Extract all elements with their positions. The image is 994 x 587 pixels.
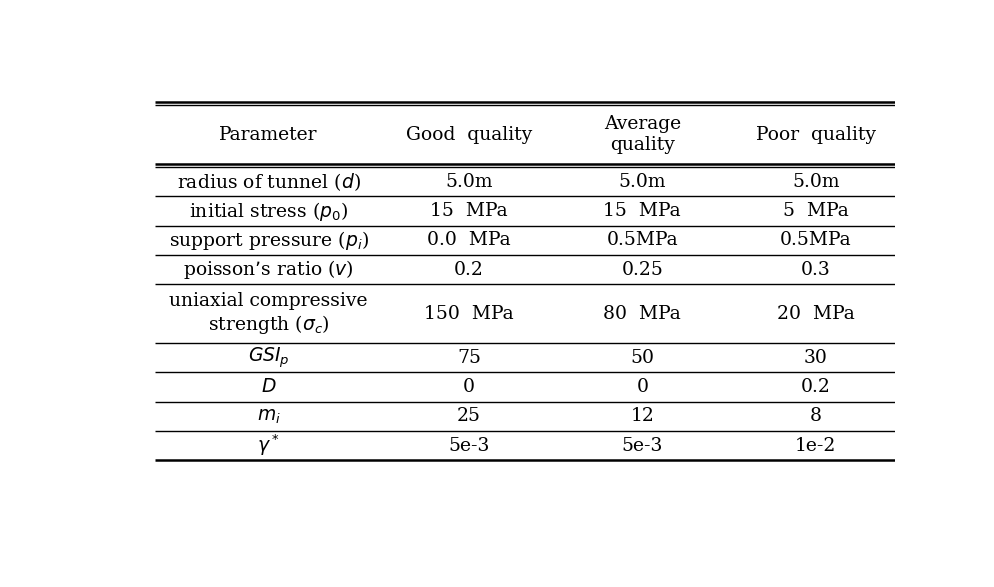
- Text: Parameter: Parameter: [220, 126, 318, 144]
- Text: $m_i$: $m_i$: [256, 407, 280, 426]
- Text: 15  MPa: 15 MPa: [430, 202, 508, 220]
- Text: 0.5MPa: 0.5MPa: [780, 231, 852, 249]
- Text: poisson’s ratio ($v$): poisson’s ratio ($v$): [183, 258, 354, 281]
- Text: 5  MPa: 5 MPa: [782, 202, 849, 220]
- Text: 25: 25: [457, 407, 481, 426]
- Text: 20  MPa: 20 MPa: [776, 305, 855, 323]
- Text: 0.2: 0.2: [454, 261, 484, 279]
- Text: Average
quality: Average quality: [603, 115, 681, 154]
- Text: uniaxial compressive
strength ($\sigma_c$): uniaxial compressive strength ($\sigma_c…: [169, 292, 368, 336]
- Text: 0.5MPa: 0.5MPa: [606, 231, 678, 249]
- Text: 150  MPa: 150 MPa: [424, 305, 514, 323]
- Text: 5e-3: 5e-3: [448, 437, 490, 455]
- Text: $D$: $D$: [260, 378, 276, 396]
- Text: 12: 12: [630, 407, 654, 426]
- Text: support pressure ($p_i$): support pressure ($p_i$): [169, 229, 369, 252]
- Text: radius of tunnel ($d$): radius of tunnel ($d$): [177, 171, 361, 193]
- Text: 0.3: 0.3: [801, 261, 831, 279]
- Text: 1e-2: 1e-2: [795, 437, 836, 455]
- Text: 50: 50: [630, 349, 654, 367]
- Text: 5.0m: 5.0m: [618, 173, 666, 191]
- Text: 0: 0: [463, 378, 475, 396]
- Text: 5.0m: 5.0m: [792, 173, 839, 191]
- Text: 30: 30: [804, 349, 828, 367]
- Text: Poor  quality: Poor quality: [755, 126, 876, 144]
- Text: $GSI_p$: $GSI_p$: [248, 346, 289, 370]
- Text: 80  MPa: 80 MPa: [603, 305, 681, 323]
- Text: 0: 0: [636, 378, 648, 396]
- Text: 5.0m: 5.0m: [445, 173, 493, 191]
- Text: Good  quality: Good quality: [406, 126, 532, 144]
- Text: 0.2: 0.2: [801, 378, 831, 396]
- Text: initial stress ($p_0$): initial stress ($p_0$): [189, 200, 348, 222]
- Text: $\gamma^*$: $\gamma^*$: [257, 433, 280, 458]
- Text: 75: 75: [457, 349, 481, 367]
- Text: 5e-3: 5e-3: [621, 437, 663, 455]
- Text: 8: 8: [810, 407, 822, 426]
- Text: 0.25: 0.25: [621, 261, 663, 279]
- Text: 0.0  MPa: 0.0 MPa: [427, 231, 511, 249]
- Text: 15  MPa: 15 MPa: [603, 202, 681, 220]
